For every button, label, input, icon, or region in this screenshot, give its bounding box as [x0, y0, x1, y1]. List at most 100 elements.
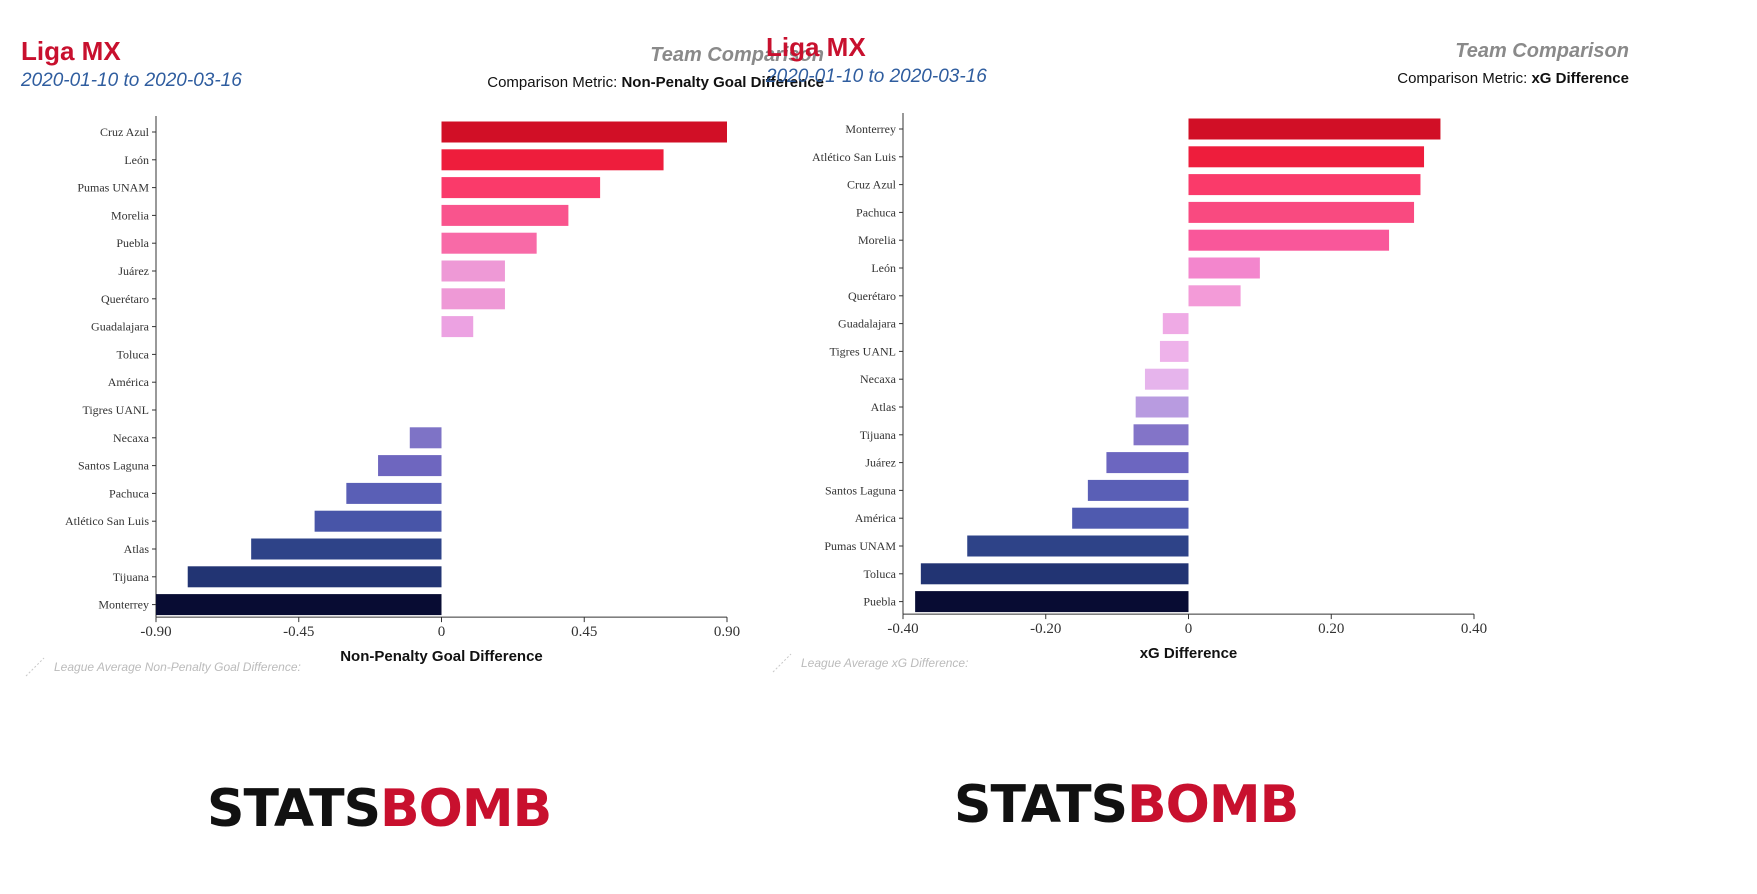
category-label: Atlético San Luis: [65, 514, 149, 528]
bar: [1188, 285, 1241, 307]
league-average-marker: [25, 657, 45, 677]
category-label: Puebla: [116, 236, 149, 250]
comparison-metric: Comparison Metric: xG Difference: [1397, 70, 1629, 87]
category-label: Juárez: [118, 264, 149, 278]
category-label: Monterrey: [845, 122, 896, 136]
category-label: Toluca: [864, 567, 897, 581]
category-label: Tijuana: [113, 570, 150, 584]
x-tick-label: 0.40: [1461, 621, 1487, 637]
logo-bomb: BOMB: [1127, 775, 1299, 835]
category-label: Querétaro: [848, 289, 896, 303]
statsbomb-logo: STATSBOMB: [207, 783, 552, 835]
statsbomb-logo: STATSBOMB: [954, 779, 1299, 831]
bar: [1188, 257, 1260, 279]
bar: [1072, 507, 1189, 529]
category-label: Monterrey: [98, 598, 149, 612]
league-average-marker: [772, 653, 792, 673]
category-label: Tijuana: [860, 428, 897, 442]
comparison-metric-value: Non-Penalty Goal Difference: [621, 74, 824, 91]
category-label: León: [871, 261, 896, 275]
bar: [1188, 201, 1415, 223]
bar: [187, 566, 442, 588]
category-label: Pumas UNAM: [824, 539, 896, 553]
bar: [1159, 340, 1189, 362]
category-label: Atlético San Luis: [812, 150, 896, 164]
bar: [441, 316, 474, 338]
category-label: Santos Laguna: [825, 483, 897, 497]
x-axis-title: xG Difference: [1140, 645, 1238, 662]
bar: [920, 563, 1189, 585]
bar: [441, 121, 727, 143]
category-label: Guadalajara: [838, 317, 897, 331]
x-tick-label: 0.90: [714, 624, 740, 640]
comparison-title: Team Comparison: [650, 44, 824, 66]
x-tick-label: -0.40: [887, 621, 918, 637]
category-label: Tigres UANL: [82, 403, 149, 417]
date-range: 2020-01-10 to 2020-03-16: [21, 70, 242, 91]
category-label: Cruz Azul: [847, 178, 897, 192]
bar: [1188, 146, 1425, 168]
bar: [1135, 396, 1189, 418]
chart-panel-npgd: Liga MX 2020-01-10 to 2020-03-16 Team Co…: [0, 0, 870, 894]
x-tick-label: 0: [1185, 621, 1193, 637]
bar: [1087, 479, 1189, 501]
bar: [1162, 313, 1189, 335]
comparison-metric: Comparison Metric: Non-Penalty Goal Diff…: [487, 74, 824, 91]
league-title: Liga MX: [21, 36, 121, 66]
logo-stats: STATS: [954, 775, 1128, 835]
bar: [1133, 424, 1189, 446]
category-label: Tigres UANL: [829, 344, 896, 358]
chart-panel-xgd: Liga MX 2020-01-10 to 2020-03-16 Team Co…: [766, 0, 1720, 894]
bar: [441, 288, 505, 310]
category-label: Pachuca: [109, 486, 150, 500]
bar-chart-npgd: Cruz Azul León Pumas UNAM Morelia Puebla Juár…: [25, 116, 740, 677]
bar: [1188, 229, 1390, 251]
league-title: Liga MX: [766, 32, 866, 62]
logo-bomb: BOMB: [380, 779, 552, 839]
bar: [378, 455, 442, 477]
category-label: Atlas: [124, 542, 150, 556]
bar: [409, 427, 442, 449]
league-average-note: League Average Non-Penalty Goal Differen…: [54, 660, 301, 674]
bar: [346, 482, 442, 504]
x-tick-label: 0: [438, 624, 446, 640]
category-label: Guadalajara: [91, 320, 150, 334]
bar: [1188, 118, 1441, 140]
x-tick-label: 0.45: [571, 624, 597, 640]
category-label: Morelia: [858, 233, 897, 247]
category-label: Necaxa: [860, 372, 897, 386]
x-tick-label: 0.20: [1318, 621, 1344, 637]
category-label: Morelia: [111, 208, 150, 222]
category-label: Pumas UNAM: [77, 181, 149, 195]
bar: [1106, 452, 1189, 474]
comparison-metric-label: Comparison Metric:: [487, 74, 618, 91]
category-label: Atlas: [871, 400, 897, 414]
category-label: Santos Laguna: [78, 459, 150, 473]
x-axis-title: Non-Penalty Goal Difference: [340, 648, 543, 665]
bar: [251, 538, 442, 560]
x-tick-label: -0.45: [283, 624, 314, 640]
comparison-metric-label: Comparison Metric:: [1397, 70, 1528, 87]
bar: [441, 149, 664, 171]
category-label: León: [124, 153, 149, 167]
bar: [1188, 174, 1421, 196]
bar: [441, 204, 569, 226]
league-average-note: League Average xG Difference:: [801, 656, 969, 670]
category-label: Cruz Azul: [100, 125, 150, 139]
category-label: Juárez: [865, 456, 896, 470]
date-range: 2020-01-10 to 2020-03-16: [766, 66, 987, 87]
bar: [441, 232, 537, 254]
category-label: América: [855, 511, 897, 525]
bar: [156, 594, 442, 616]
category-label: Puebla: [863, 595, 896, 609]
category-label: América: [108, 375, 150, 389]
bar-chart-xgd: Monterrey Atlético San Luis Cruz Azul Pachu…: [772, 113, 1487, 673]
logo-stats: STATS: [207, 779, 381, 839]
bar: [967, 535, 1189, 557]
x-tick-label: -0.90: [140, 624, 171, 640]
bar: [314, 510, 442, 532]
bar: [915, 591, 1189, 613]
x-tick-label: -0.20: [1030, 621, 1061, 637]
bar: [441, 177, 601, 199]
bar: [441, 260, 505, 282]
